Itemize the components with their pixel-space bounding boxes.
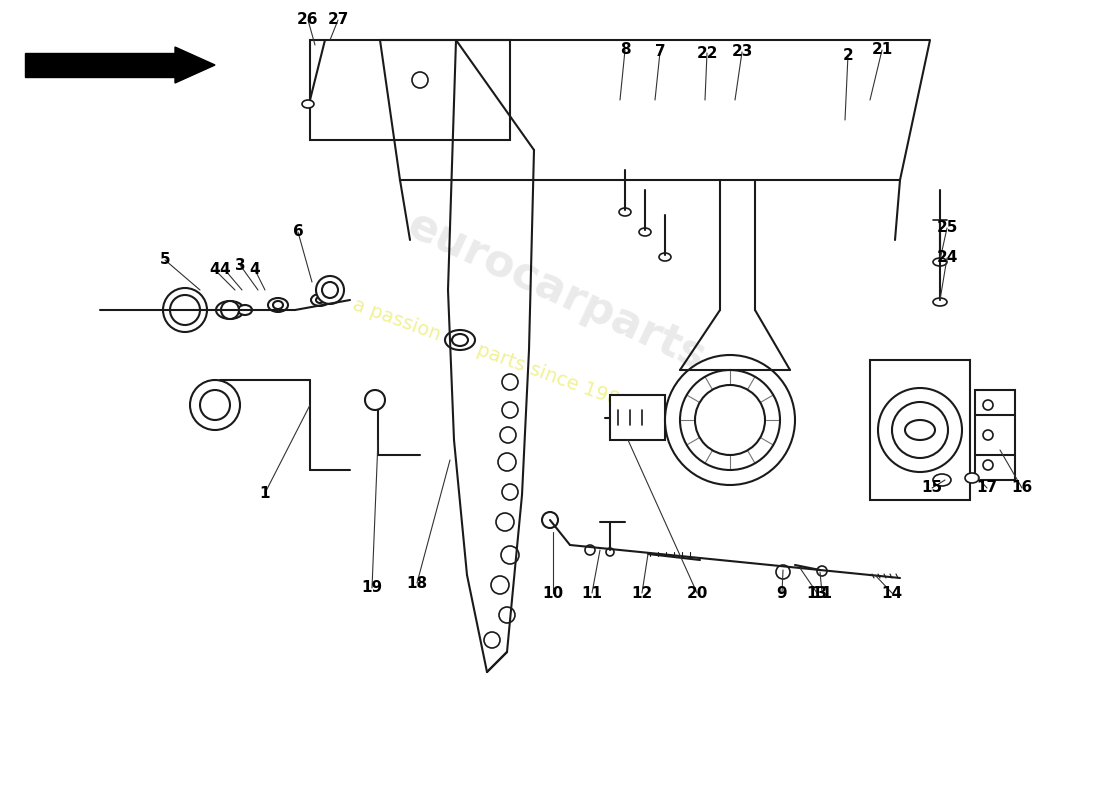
- Circle shape: [817, 566, 827, 576]
- Text: eurocarparts: eurocarparts: [400, 203, 712, 379]
- Text: a passion for parts since 1985: a passion for parts since 1985: [350, 295, 634, 414]
- Text: 27: 27: [328, 13, 349, 27]
- Bar: [870, 360, 970, 500]
- Ellipse shape: [316, 297, 324, 303]
- Circle shape: [983, 460, 993, 470]
- Text: 12: 12: [631, 586, 652, 601]
- Text: 17: 17: [977, 481, 998, 495]
- Circle shape: [499, 607, 515, 623]
- Circle shape: [502, 374, 518, 390]
- Ellipse shape: [273, 301, 283, 309]
- Text: 14: 14: [881, 586, 903, 601]
- Text: 7: 7: [654, 45, 666, 59]
- Text: 19: 19: [362, 581, 383, 595]
- Text: 9: 9: [777, 586, 788, 601]
- Circle shape: [878, 388, 962, 472]
- Text: 10: 10: [542, 586, 563, 601]
- Text: 6: 6: [293, 225, 304, 239]
- Ellipse shape: [302, 100, 313, 108]
- Circle shape: [776, 565, 790, 579]
- Circle shape: [500, 546, 519, 564]
- Circle shape: [585, 545, 595, 555]
- Text: 11: 11: [582, 586, 603, 601]
- Ellipse shape: [933, 474, 952, 486]
- Text: 23: 23: [732, 45, 752, 59]
- Text: 20: 20: [686, 586, 707, 601]
- Ellipse shape: [619, 208, 631, 216]
- Circle shape: [695, 385, 764, 455]
- Circle shape: [983, 430, 993, 440]
- Text: 15: 15: [922, 481, 943, 495]
- Circle shape: [680, 370, 780, 470]
- Circle shape: [892, 402, 948, 458]
- Text: 8: 8: [619, 42, 630, 58]
- Text: 1: 1: [260, 486, 271, 501]
- Ellipse shape: [452, 334, 468, 346]
- Text: 3: 3: [234, 258, 245, 273]
- Circle shape: [606, 548, 614, 556]
- Circle shape: [322, 282, 338, 298]
- Circle shape: [542, 512, 558, 528]
- Circle shape: [502, 402, 518, 418]
- Ellipse shape: [216, 301, 244, 319]
- Text: 5: 5: [160, 253, 170, 267]
- Polygon shape: [175, 47, 214, 83]
- Ellipse shape: [905, 420, 935, 440]
- Circle shape: [221, 301, 239, 319]
- Text: 4: 4: [220, 262, 230, 278]
- Text: 24: 24: [936, 250, 958, 266]
- Circle shape: [412, 72, 428, 88]
- Text: 16: 16: [1011, 481, 1033, 495]
- Circle shape: [502, 484, 518, 500]
- Circle shape: [496, 513, 514, 531]
- Text: 11: 11: [812, 586, 833, 601]
- Bar: [610, 395, 665, 440]
- Text: 13: 13: [806, 586, 827, 601]
- Ellipse shape: [268, 298, 288, 312]
- Text: 4: 4: [250, 262, 261, 278]
- Text: 25: 25: [936, 221, 958, 235]
- Circle shape: [163, 288, 207, 332]
- Circle shape: [498, 453, 516, 471]
- Circle shape: [200, 390, 230, 420]
- Text: 2: 2: [843, 47, 854, 62]
- Circle shape: [484, 632, 500, 648]
- Circle shape: [500, 427, 516, 443]
- Text: 22: 22: [696, 46, 717, 61]
- Ellipse shape: [659, 253, 671, 261]
- Ellipse shape: [933, 298, 947, 306]
- Text: 4: 4: [210, 262, 220, 278]
- Text: 21: 21: [871, 42, 892, 58]
- Circle shape: [491, 576, 509, 594]
- Circle shape: [983, 400, 993, 410]
- Bar: [25, 53, 175, 77]
- Bar: [975, 390, 1015, 480]
- Ellipse shape: [639, 228, 651, 236]
- Ellipse shape: [446, 330, 475, 350]
- Ellipse shape: [933, 258, 947, 266]
- Bar: [310, 40, 510, 140]
- Circle shape: [316, 276, 344, 304]
- Circle shape: [170, 295, 200, 325]
- Ellipse shape: [311, 294, 329, 306]
- Text: 26: 26: [297, 13, 319, 27]
- Text: 18: 18: [406, 575, 428, 590]
- Circle shape: [365, 390, 385, 410]
- Circle shape: [666, 355, 795, 485]
- Ellipse shape: [238, 305, 252, 315]
- Circle shape: [190, 380, 240, 430]
- Ellipse shape: [965, 473, 979, 483]
